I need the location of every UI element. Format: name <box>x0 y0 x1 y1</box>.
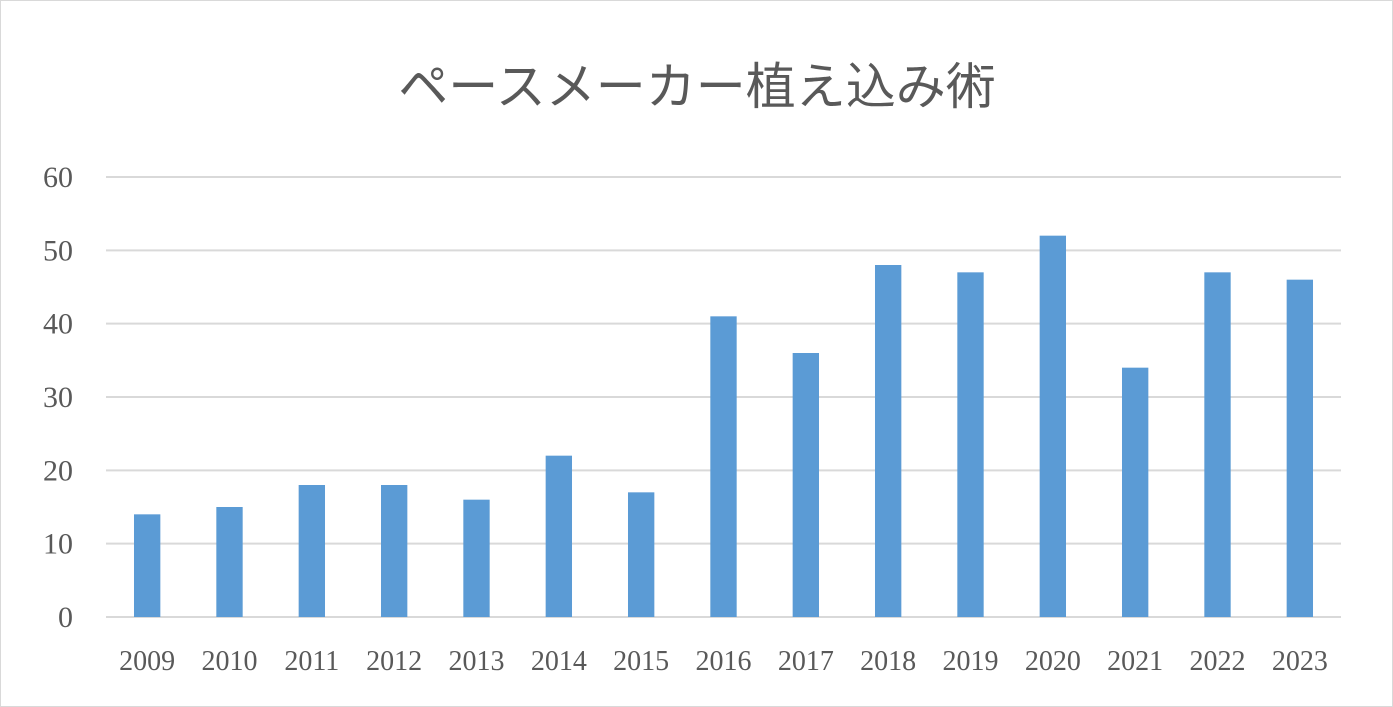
bar-2014 <box>545 455 573 617</box>
x-tick-label: 2019 <box>943 646 999 677</box>
bar-2017 <box>792 353 820 617</box>
bar-2013 <box>463 499 490 617</box>
x-axis-ticks: 2009 2010 2011 2012 2013 2014 2015 2016 2017 2018… <box>119 646 1328 677</box>
y-tick-label: 50 <box>43 234 73 267</box>
x-tick-label: 2018 <box>860 646 916 677</box>
y-tick-label: 20 <box>43 454 73 487</box>
y-tick-label: 10 <box>43 528 73 561</box>
x-tick-label: 2021 <box>1107 646 1163 677</box>
bar-2023 <box>1286 279 1314 617</box>
bar-2018 <box>874 265 902 617</box>
chart-title: ペースメーカー植え込み術 <box>398 58 996 116</box>
x-tick-label: 2017 <box>778 646 834 677</box>
x-tick-label: 2016 <box>696 646 752 677</box>
x-tick-label: 2015 <box>613 646 669 677</box>
y-tick-label: 0 <box>58 601 73 634</box>
y-tick-label: 30 <box>43 381 73 414</box>
x-tick-label: 2009 <box>119 646 175 677</box>
y-tick-label: 40 <box>43 308 73 341</box>
x-tick-label: 2020 <box>1025 646 1081 677</box>
y-axis-ticks: 0 10 20 30 40 50 60 <box>43 161 73 634</box>
bar-2016 <box>710 316 737 617</box>
bar-2020 <box>1039 235 1067 617</box>
x-tick-label: 2013 <box>449 646 505 677</box>
x-tick-label: 2011 <box>284 646 339 677</box>
bar-2021 <box>1121 367 1149 617</box>
x-tick-label: 2023 <box>1272 646 1328 677</box>
x-tick-label: 2010 <box>202 646 258 677</box>
bars <box>133 235 1314 617</box>
bar-2012 <box>380 485 408 617</box>
x-tick-label: 2022 <box>1190 646 1246 677</box>
x-tick-label: 2012 <box>366 646 422 677</box>
bar-2011 <box>298 485 326 617</box>
bar-2019 <box>957 272 984 617</box>
bar-2009 <box>133 514 161 617</box>
bar-2022 <box>1204 272 1231 617</box>
bar-2015 <box>627 492 655 617</box>
bar-2010 <box>216 507 243 617</box>
y-tick-label: 60 <box>43 161 73 194</box>
x-tick-label: 2014 <box>531 646 587 677</box>
